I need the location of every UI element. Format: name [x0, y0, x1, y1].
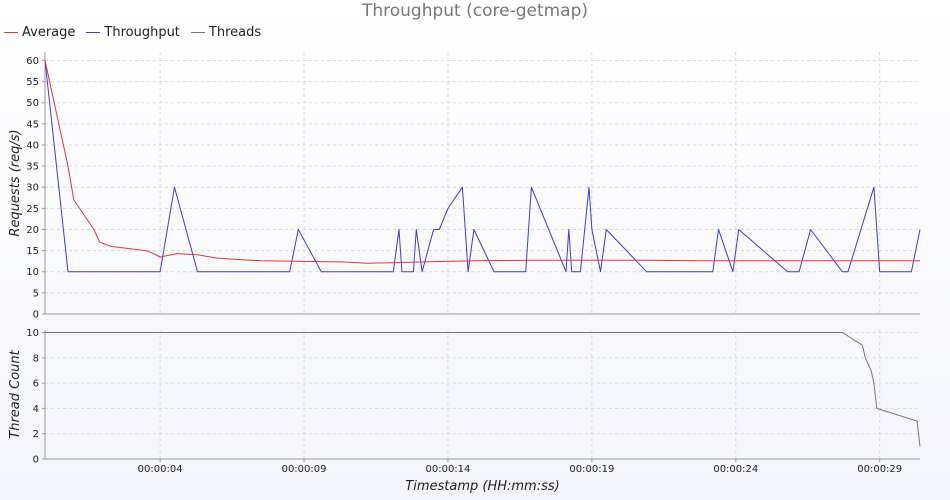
legend-swatch-throughput [86, 31, 101, 33]
y-tick-label: 5 [33, 288, 39, 299]
legend-swatch-threads [190, 31, 205, 33]
legend: Average Throughput Threads [4, 23, 272, 41]
y-tick-label: 6 [33, 379, 39, 390]
y-tick-label: 50 [26, 98, 39, 109]
x-axis-title: Timestamp (HH:mm:ss) [405, 479, 559, 494]
legend-item-average: Average [4, 25, 75, 40]
y-tick-label: 4 [33, 404, 39, 415]
x-tick-label: 00:00:09 [282, 464, 327, 475]
series-average-line [44, 60, 920, 264]
x-tick-label: 00:00:29 [857, 464, 902, 475]
plot-panel-0: 0 5 10 15 20 25 30 35 40 45 50 55 60 Requests (req/s) [8, 52, 921, 321]
x-tick-label: 00:00:04 [138, 464, 183, 475]
series-threads-line [45, 332, 921, 447]
chart-title: Throughput (core-getmap) [361, 1, 589, 21]
y-tick-label: 8 [33, 353, 39, 364]
y-tick-label: 20 [26, 225, 39, 236]
x-tick-label: 00:00:24 [713, 464, 758, 475]
legend-item-threads: Threads [190, 24, 262, 40]
y-tick-label: 35 [26, 162, 39, 173]
y-tick-label: 2 [33, 429, 39, 440]
legend-label-average: Average [22, 24, 76, 40]
legend-swatch-average [4, 31, 18, 33]
y-tick-label: 0 [33, 310, 39, 321]
series-throughput-line [44, 60, 921, 273]
y-axis-title: Requests (req/s) [8, 129, 23, 236]
y-tick-label: 15 [26, 246, 39, 257]
legend-item-throughput: Throughput [86, 25, 180, 40]
x-tick-label: 00:00:14 [425, 464, 470, 475]
y-tick-label: 45 [26, 119, 39, 130]
y-tick-label: 25 [26, 204, 39, 215]
y-tick-label: 30 [26, 183, 39, 194]
y-tick-label: 0 [33, 455, 39, 466]
x-tick-label: 00:00:19 [569, 464, 614, 475]
y-tick-label: 55 [26, 77, 39, 88]
y-tick-label: 40 [26, 140, 39, 151]
y-axis-title: Thread Count [8, 349, 23, 438]
y-tick-label: 10 [26, 328, 39, 339]
y-tick-label: 60 [26, 56, 39, 67]
legend-label-throughput: Throughput [104, 24, 180, 40]
legend-label-threads: Threads [208, 24, 262, 40]
y-tick-label: 10 [26, 267, 39, 278]
